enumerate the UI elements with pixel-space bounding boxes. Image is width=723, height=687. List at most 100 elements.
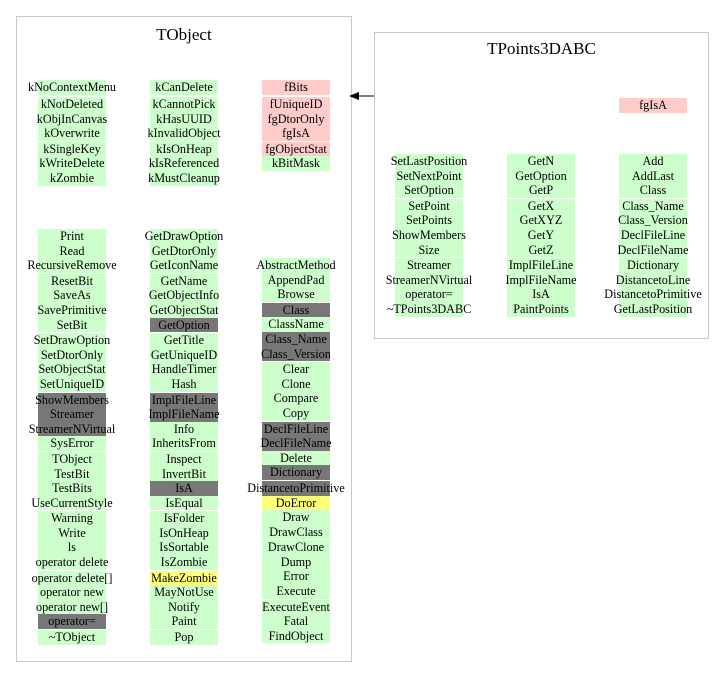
member-item[interactable]: ImplFileLine <box>150 391 218 408</box>
member-item[interactable]: Clear <box>262 361 330 377</box>
member-item[interactable]: DeclFileName <box>260 436 332 451</box>
member-item[interactable]: operator= <box>38 614 106 630</box>
member-item[interactable]: Write <box>38 525 106 541</box>
member-item[interactable]: HandleTimer <box>150 362 218 377</box>
member-item[interactable]: Info <box>150 421 218 437</box>
member-item[interactable]: operator new[] <box>36 599 108 615</box>
member-item[interactable]: kSingleKey <box>38 140 106 157</box>
member-item[interactable]: IsA <box>507 287 575 302</box>
member-item[interactable]: Execute <box>262 584 330 599</box>
member-item[interactable]: operator delete <box>36 555 108 570</box>
member-item[interactable]: Notify <box>150 599 218 615</box>
member-item[interactable]: SetNextPoint <box>395 168 463 184</box>
member-item[interactable]: IsFolder <box>150 510 218 526</box>
member-item[interactable]: Hash <box>150 376 218 392</box>
member-item[interactable]: DrawClone <box>262 539 330 555</box>
member-item[interactable]: IsA <box>150 481 218 496</box>
member-item[interactable]: kWriteDelete <box>38 156 106 171</box>
member-item[interactable]: ImplFileLine <box>507 257 575 273</box>
member-item[interactable]: Dump <box>262 554 330 570</box>
member-item[interactable]: Draw <box>262 510 330 525</box>
member-item[interactable]: ShowMembers <box>392 227 466 243</box>
member-item[interactable]: TestBit <box>38 466 106 482</box>
member-item[interactable]: ~TObject <box>38 629 106 645</box>
member-item[interactable]: SysError <box>38 436 106 451</box>
member-item[interactable]: SavePrimitive <box>37 302 107 318</box>
member-item[interactable]: GetName <box>150 272 218 289</box>
member-item[interactable]: GetDtorOnly <box>150 243 218 259</box>
member-item[interactable]: GetObjectInfo <box>149 288 219 303</box>
member-item[interactable]: kZombie <box>38 170 106 186</box>
member-item[interactable]: fBits <box>262 80 330 95</box>
member-item[interactable]: ~TPoints3DABC <box>387 301 471 317</box>
member-item[interactable]: IsZombie <box>150 555 218 570</box>
member-item[interactable]: Class_Version <box>261 346 331 362</box>
member-item[interactable]: kObjInCanvas <box>37 111 107 127</box>
member-item[interactable]: Size <box>395 242 463 258</box>
member-item[interactable]: ShowMembers <box>35 391 109 408</box>
member-item[interactable]: GetXYZ <box>507 213 575 228</box>
member-item[interactable]: Error <box>262 569 330 585</box>
member-item[interactable]: GetObjectStat <box>149 302 219 318</box>
member-item[interactable]: Inspect <box>150 450 218 467</box>
member-item[interactable]: fgObjectStat <box>262 140 330 157</box>
member-item[interactable]: GetTitle <box>150 332 218 348</box>
member-item[interactable]: DrawClass <box>262 524 330 540</box>
member-item[interactable]: IsEqual <box>150 495 218 511</box>
member-item[interactable]: SetPoints <box>395 213 463 228</box>
member-item[interactable]: DoError <box>262 495 330 511</box>
member-item[interactable]: Compare <box>262 391 330 406</box>
member-item[interactable]: ResetBit <box>38 272 106 289</box>
member-item[interactable]: kOverwrite <box>38 126 106 141</box>
member-item[interactable]: kMustCleanup <box>148 170 220 186</box>
member-item[interactable]: Pop <box>150 629 218 645</box>
member-item[interactable]: fgIsA <box>262 126 330 141</box>
member-item[interactable]: MayNotUse <box>150 585 218 600</box>
member-item[interactable]: Class <box>262 301 330 318</box>
member-item[interactable]: Clone <box>262 376 330 392</box>
member-item[interactable]: Browse <box>262 287 330 302</box>
member-item[interactable]: AddLast <box>619 168 687 184</box>
member-item[interactable]: ls <box>38 540 106 556</box>
member-item[interactable]: SetBit <box>38 317 106 333</box>
member-item[interactable]: operator new <box>38 585 106 600</box>
member-item[interactable]: fUniqueID <box>262 97 330 112</box>
member-item[interactable]: AbstractMethod <box>256 258 336 273</box>
member-item[interactable]: InheritsFrom <box>150 436 218 451</box>
member-item[interactable]: DeclFileLine <box>619 227 687 243</box>
member-item[interactable]: operator delete[] <box>32 569 112 586</box>
member-item[interactable]: GetIconName <box>150 258 218 273</box>
member-item[interactable]: fgDtorOnly <box>262 111 330 127</box>
member-item[interactable]: DeclFileName <box>617 242 689 258</box>
member-item[interactable]: operator= <box>395 287 463 302</box>
member-item[interactable]: GetDrawOption <box>145 229 223 244</box>
member-item[interactable]: SetObjectStat <box>38 362 106 377</box>
member-item[interactable]: Streamer <box>38 407 106 422</box>
member-item[interactable]: SetPoint <box>395 197 463 214</box>
member-item[interactable]: kBitMask <box>262 156 330 171</box>
member-item[interactable]: Streamer <box>395 257 463 273</box>
member-item[interactable]: UseCurrentStyle <box>31 495 113 511</box>
member-item[interactable]: kIsReferenced <box>149 156 219 171</box>
member-item[interactable]: ImplFileName <box>148 407 220 422</box>
member-item[interactable]: GetP <box>507 183 575 198</box>
member-item[interactable]: TestBits <box>38 481 106 496</box>
member-item[interactable]: Read <box>38 243 106 259</box>
member-item[interactable]: Delete <box>262 450 330 466</box>
member-item[interactable]: SetDrawOption <box>34 332 110 348</box>
member-item[interactable]: DistancetoPrimitive <box>247 479 345 496</box>
member-item[interactable]: GetZ <box>507 242 575 258</box>
member-item[interactable]: SetDtorOnly <box>38 347 106 363</box>
member-item[interactable]: GetUniqueID <box>150 347 218 363</box>
member-item[interactable]: DistancetoLine <box>616 272 690 288</box>
member-item[interactable]: kInvalidObject <box>147 126 221 141</box>
member-item[interactable]: Print <box>38 229 106 244</box>
member-item[interactable]: TObject <box>38 450 106 467</box>
member-item[interactable]: kIsOnHeap <box>150 140 218 157</box>
member-item[interactable]: Add <box>619 154 687 169</box>
member-item[interactable]: SetOption <box>395 183 463 198</box>
member-item[interactable]: SetUniqueID <box>38 376 106 392</box>
member-item[interactable]: Class_Name <box>262 331 330 347</box>
member-item[interactable]: Paint <box>150 614 218 630</box>
member-item[interactable]: ExecuteEvent <box>262 598 330 615</box>
